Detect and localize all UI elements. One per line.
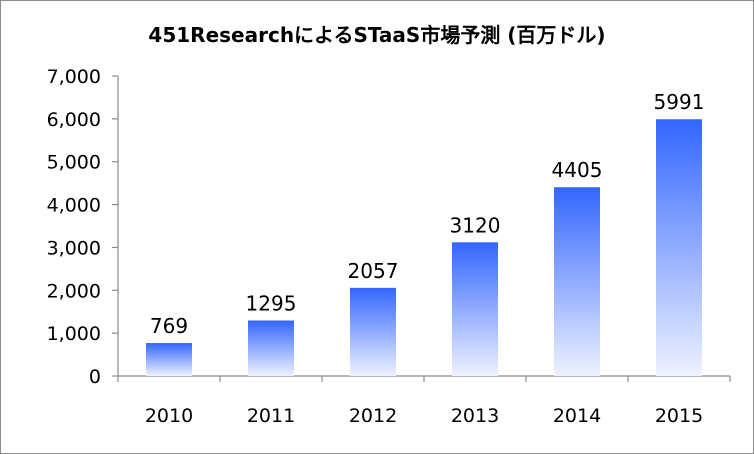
x-tick-label: 2014 xyxy=(553,405,601,427)
bar-2012 xyxy=(350,287,396,376)
x-tick-label: 2013 xyxy=(451,405,499,427)
y-tick-label: 1,000 xyxy=(47,323,101,345)
y-tick-label: 6,000 xyxy=(47,109,101,131)
data-label-2012: 2057 xyxy=(348,259,399,283)
x-tick-label: 2011 xyxy=(247,405,295,427)
data-label-2014: 4405 xyxy=(552,158,603,182)
y-tick-label: 3,000 xyxy=(47,237,101,259)
bar-2015 xyxy=(656,119,702,376)
data-labels: 769 1295 2057 3120 4405 5991 xyxy=(150,90,705,338)
data-label-2011: 1295 xyxy=(246,292,297,316)
bar-2014 xyxy=(554,187,600,376)
y-tick-label: 0 xyxy=(89,366,101,388)
data-label-2013: 3120 xyxy=(450,213,501,237)
bar-2010 xyxy=(146,343,192,376)
y-tick-label: 5,000 xyxy=(47,152,101,174)
x-tick-label: 2012 xyxy=(349,405,397,427)
bar-2013 xyxy=(452,242,498,376)
chart-title: 451ResearchによるSTaaS市場予測 (百万ドル) xyxy=(148,23,605,47)
y-tick-label: 4,000 xyxy=(47,195,101,217)
x-tick-label: 2015 xyxy=(655,405,703,427)
bars xyxy=(146,119,702,376)
y-tick-label: 7,000 xyxy=(47,66,101,88)
y-tick-label: 2,000 xyxy=(47,280,101,302)
x-tick-label: 2010 xyxy=(145,405,193,427)
data-label-2015: 5991 xyxy=(654,90,705,114)
axes: 0 1,000 2,000 3,000 4,000 5,000 6,000 7,000 2010… xyxy=(47,66,731,427)
data-label-2010: 769 xyxy=(150,314,188,338)
bar-2011 xyxy=(248,320,294,376)
